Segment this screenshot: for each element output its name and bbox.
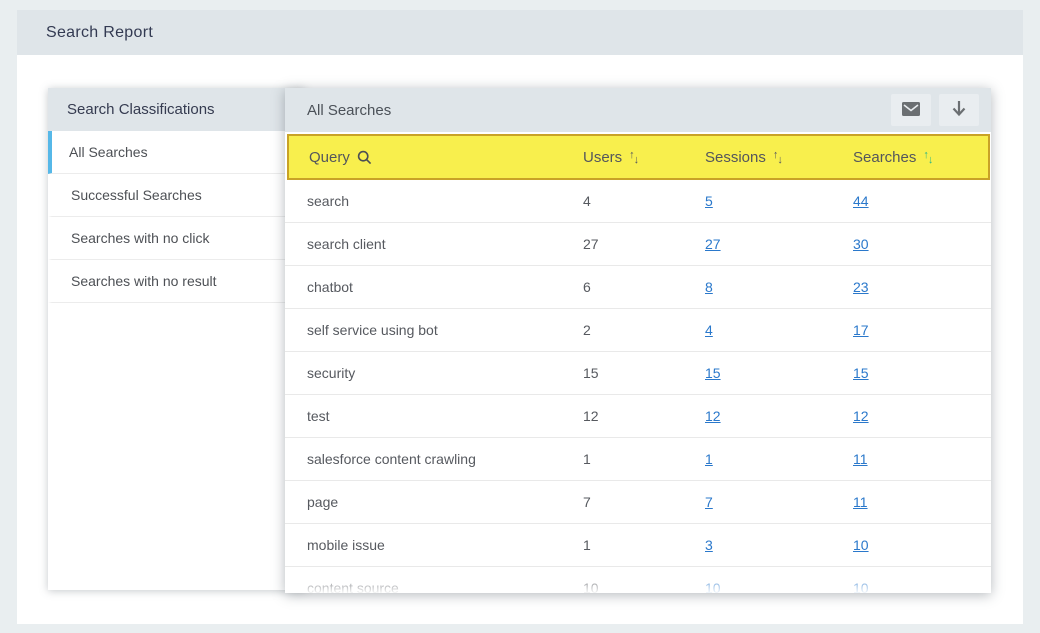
cell-sessions-link[interactable]: 15 — [705, 365, 721, 381]
cell-query: page — [307, 494, 339, 510]
column-label-searches: Searches — [853, 148, 917, 166]
cell-sessions-link[interactable]: 27 — [705, 236, 721, 252]
cell-searches-link[interactable]: 44 — [853, 193, 869, 209]
cell-sessions-link[interactable]: 1 — [705, 451, 713, 467]
sidebar-item-all-searches[interactable]: All Searches — [48, 131, 305, 174]
sidebar-header: Search Classifications — [48, 88, 305, 131]
cell-sessions-link[interactable]: 10 — [705, 580, 721, 593]
cell-users: 1 — [583, 537, 591, 553]
table-row: test 12 12 12 — [285, 395, 991, 438]
cell-searches-link[interactable]: 10 — [853, 537, 869, 553]
sidebar-item-label: Searches with no click — [71, 230, 210, 246]
column-label-query: Query — [309, 148, 350, 166]
cell-users: 27 — [583, 236, 599, 252]
cell-query: search — [307, 193, 350, 209]
cell-users: 12 — [583, 408, 599, 424]
search-classifications-panel: Search Classifications All Searches Succ… — [48, 88, 305, 590]
report-card: Search Report Search Classifications All… — [17, 10, 1023, 624]
sidebar-item-label: All Searches — [69, 144, 148, 160]
sort-icon[interactable]: ↑ ↓ — [629, 148, 639, 166]
cell-sessions-link[interactable]: 8 — [705, 279, 713, 295]
table-body: search 4 5 44 search client 27 27 30 cha… — [285, 180, 991, 593]
sidebar-item-successful-searches[interactable]: Successful Searches — [48, 174, 305, 217]
cell-query: search client — [307, 236, 386, 252]
cell-query: test — [307, 408, 330, 424]
column-header-users[interactable]: Users ↑ ↓ — [583, 149, 705, 166]
cell-users: 6 — [583, 279, 591, 295]
email-report-button[interactable] — [891, 94, 931, 126]
panel-title: All Searches — [307, 101, 392, 119]
cell-query: self service using bot — [307, 322, 438, 338]
cell-users: 2 — [583, 322, 591, 338]
table-row: content source 10 10 10 — [285, 567, 991, 593]
cell-query: security — [307, 365, 356, 381]
column-header-searches[interactable]: Searches ↑ ↓ — [853, 149, 988, 166]
table-row: chatbot 6 8 23 — [285, 266, 991, 309]
cell-searches-link[interactable]: 11 — [853, 451, 868, 467]
download-arrow-icon — [951, 100, 967, 120]
envelope-icon — [902, 101, 920, 119]
search-icon[interactable] — [357, 150, 372, 165]
cell-users: 4 — [583, 193, 591, 209]
table-row: self service using bot 2 4 17 — [285, 309, 991, 352]
cell-query: salesforce content crawling — [307, 451, 476, 467]
cell-query: chatbot — [307, 279, 353, 295]
sidebar-title: Search Classifications — [67, 101, 215, 118]
sidebar-items: All Searches Successful Searches Searche… — [48, 131, 305, 303]
table-row: page 7 7 11 — [285, 481, 991, 524]
cell-searches-link[interactable]: 10 — [853, 580, 869, 593]
sidebar-item-label: Successful Searches — [71, 187, 202, 203]
table-row: search client 27 27 30 — [285, 223, 991, 266]
page-title: Search Report — [46, 23, 154, 41]
cell-searches-link[interactable]: 15 — [853, 365, 869, 381]
download-report-button[interactable] — [939, 94, 979, 126]
sort-icon[interactable]: ↑ ↓ — [772, 148, 783, 166]
all-searches-panel: All Searches — [285, 88, 991, 593]
cell-users: 7 — [583, 494, 591, 510]
column-header-sessions[interactable]: Sessions ↑ ↓ — [705, 149, 853, 166]
cell-searches-link[interactable]: 23 — [853, 279, 869, 295]
cell-searches-link[interactable]: 17 — [853, 322, 869, 338]
cell-query: content source — [307, 580, 399, 593]
cell-searches-link[interactable]: 11 — [853, 494, 868, 510]
cell-sessions-link[interactable]: 7 — [705, 494, 713, 510]
cell-users: 10 — [583, 580, 599, 593]
table-row: salesforce content crawling 1 1 11 — [285, 438, 991, 481]
sidebar-item-searches-with-no-click[interactable]: Searches with no click — [48, 217, 305, 260]
table-row: mobile issue 1 3 10 — [285, 524, 991, 567]
table-row: search 4 5 44 — [285, 180, 991, 223]
cell-sessions-link[interactable]: 4 — [705, 322, 713, 338]
sidebar-item-label: Searches with no result — [71, 273, 217, 289]
cell-searches-link[interactable]: 30 — [853, 236, 869, 252]
cell-users: 1 — [583, 451, 591, 467]
cell-query: mobile issue — [307, 537, 385, 553]
cell-searches-link[interactable]: 12 — [853, 408, 869, 424]
sort-icon-active[interactable]: ↑ ↓ — [923, 148, 933, 166]
cell-sessions-link[interactable]: 3 — [705, 537, 713, 553]
column-label-sessions: Sessions — [705, 148, 766, 166]
cell-sessions-link[interactable]: 12 — [705, 408, 721, 424]
column-label-users: Users — [583, 148, 623, 166]
sidebar-item-searches-with-no-result[interactable]: Searches with no result — [48, 260, 305, 303]
table-row: security 15 15 15 — [285, 352, 991, 395]
table-header-row: Query Users ↑ ↓ Sessions ↑ ↓ Searches ↑ ↓ — [287, 134, 990, 180]
cell-sessions-link[interactable]: 5 — [705, 193, 713, 209]
cell-users: 15 — [583, 365, 599, 381]
panel-header: All Searches — [285, 88, 991, 132]
page-header: Search Report — [17, 10, 1023, 55]
column-header-query[interactable]: Query — [309, 149, 583, 166]
